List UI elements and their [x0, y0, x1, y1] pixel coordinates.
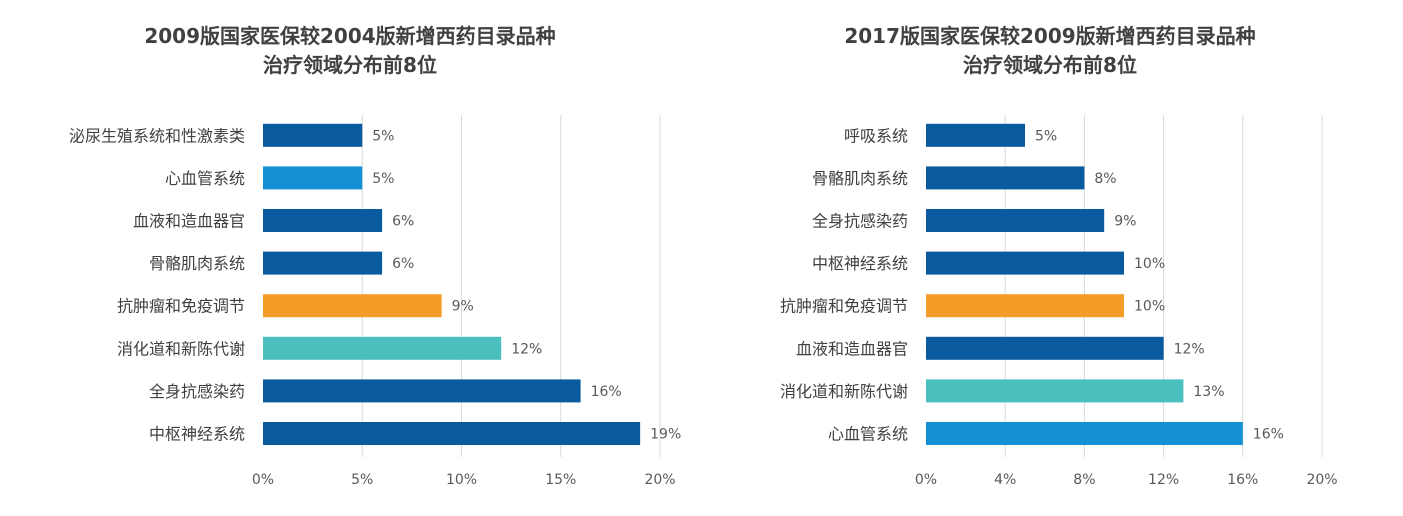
chart-title: 2017版国家医保较2009版新增西药目录品种 治疗领域分布前8位: [700, 22, 1400, 80]
data-label: 9%: [452, 299, 474, 315]
category-label: 血液和造血器官: [796, 339, 908, 358]
category-label: 血液和造血器官: [133, 212, 245, 231]
category-label: 抗肿瘤和免疫调节: [780, 297, 908, 316]
data-label: 5%: [1035, 128, 1057, 144]
chart-title-line-2: 治疗领域分布前8位: [963, 53, 1137, 77]
bar: [926, 422, 1243, 445]
data-label: 9%: [1114, 214, 1136, 230]
data-label: 5%: [372, 128, 394, 144]
data-label: 5%: [372, 171, 394, 187]
chart-title-line-1: 2009版国家医保较2004版新增西药目录品种: [144, 24, 556, 48]
bar: [263, 251, 383, 275]
bar: [926, 294, 1124, 318]
bar: [926, 123, 1025, 147]
data-label: 19%: [650, 427, 681, 443]
category-label: 骨骼肌肉系统: [812, 169, 908, 188]
data-label: 10%: [1134, 256, 1165, 272]
chart-title: 2009版国家医保较2004版新增西药目录品种 治疗领域分布前8位: [0, 22, 700, 80]
bar: [926, 166, 1085, 190]
chart-title-line-1: 2017版国家医保较2009版新增西药目录品种: [844, 24, 1256, 48]
data-label: 6%: [392, 256, 414, 272]
bar: [926, 336, 1164, 360]
x-tick-label: 15%: [545, 472, 576, 488]
bar: [263, 336, 502, 360]
data-label: 10%: [1134, 299, 1165, 315]
category-label: 抗肿瘤和免疫调节: [117, 297, 245, 316]
category-label: 呼吸系统: [844, 126, 908, 145]
chart-title-line-2: 治疗领域分布前8位: [263, 53, 437, 77]
data-label: 12%: [1174, 341, 1205, 357]
x-tick-label: 0%: [252, 472, 274, 488]
x-tick-label: 12%: [1148, 472, 1179, 488]
x-tick-label: 10%: [446, 472, 477, 488]
category-label: 中枢神经系统: [812, 254, 908, 273]
chart-right: 2017版国家医保较2009版新增西药目录品种 治疗领域分布前8位 0% 4% 8%…: [700, 0, 1400, 516]
x-tick-label: 20%: [1306, 472, 1337, 488]
bar: [926, 251, 1124, 275]
bar: [263, 209, 383, 232]
data-label: 16%: [591, 384, 622, 400]
category-label: 消化道和新陈代谢: [780, 382, 908, 401]
bar: [926, 209, 1105, 232]
data-label: 13%: [1193, 384, 1224, 400]
data-label: 8%: [1094, 171, 1116, 187]
category-label: 泌尿生殖系统和性激素类: [69, 126, 245, 145]
category-label: 全身抗感染药: [812, 212, 908, 231]
chart-plot: 0% 4% 8% 12% 16% 20% 呼吸系统 5% 骨骼肌肉系统 8% 全身抗感染药 9% 中枢神…: [780, 115, 1338, 488]
x-tick-label: 5%: [351, 472, 373, 488]
bar: [263, 422, 641, 445]
x-tick-label: 0%: [915, 472, 937, 488]
bar: [263, 379, 581, 403]
x-tick-label: 4%: [994, 472, 1016, 488]
data-label: 16%: [1253, 427, 1284, 443]
bar: [263, 294, 442, 318]
category-label: 骨骼肌肉系统: [149, 254, 245, 273]
data-label: 12%: [511, 341, 542, 357]
category-label: 中枢神经系统: [149, 425, 245, 444]
data-label: 6%: [392, 214, 414, 230]
bar: [926, 379, 1184, 403]
category-label: 消化道和新陈代谢: [117, 339, 245, 358]
category-label: 心血管系统: [165, 169, 245, 188]
x-tick-label: 20%: [644, 472, 675, 488]
bar: [263, 166, 363, 190]
x-tick-label: 8%: [1073, 472, 1095, 488]
category-label: 全身抗感染药: [149, 382, 245, 401]
x-tick-label: 16%: [1227, 472, 1258, 488]
chart-left: 2009版国家医保较2004版新增西药目录品种 治疗领域分布前8位 0% 5% 10…: [0, 0, 700, 516]
chart-plot: 0% 5% 10% 15% 20% 泌尿生殖系统和性激素类 5% 心血管系统 5% 血液和造血器官…: [69, 115, 681, 488]
category-label: 心血管系统: [828, 425, 908, 444]
bar: [263, 123, 363, 147]
